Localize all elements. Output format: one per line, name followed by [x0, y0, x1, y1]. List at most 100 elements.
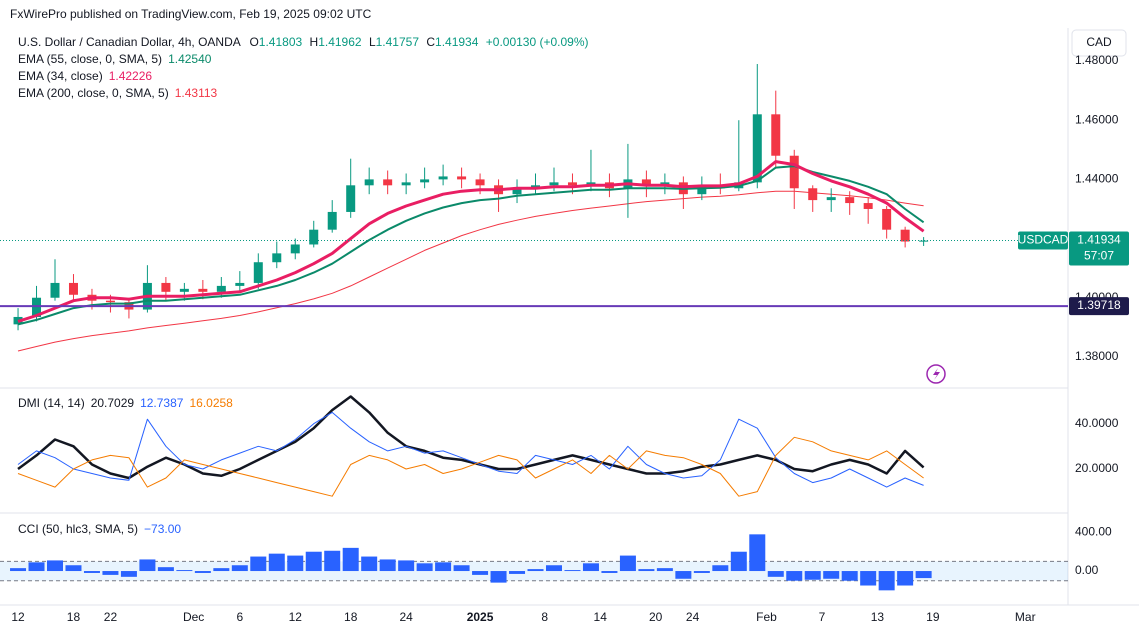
candle-body: [32, 297, 42, 317]
candle-body: [364, 179, 374, 186]
x-tick-label: 19: [926, 610, 940, 624]
level-label: 1.39718: [1077, 298, 1121, 312]
ema-name: EMA (200, close, 0, SMA, 5): [18, 86, 169, 100]
ohlc-key: H: [310, 35, 319, 49]
x-tick-label: 7: [819, 610, 826, 624]
cci-bar: [398, 560, 415, 572]
cci-bar: [656, 568, 673, 572]
cci-bar: [786, 571, 803, 581]
last-price-label: 1.41934: [1077, 233, 1121, 247]
candle-body: [179, 288, 189, 292]
candle-body: [253, 262, 263, 283]
currency-button-label[interactable]: CAD: [1086, 35, 1112, 49]
indicator-value: −73.00: [144, 522, 181, 536]
cci-bar: [342, 547, 359, 572]
ohlc-value: 1.41757: [376, 35, 420, 49]
cci-bar: [47, 560, 64, 572]
symbol-label: USDCAD: [1018, 233, 1069, 247]
cci-bar: [213, 568, 230, 572]
line: [17, 160, 925, 323]
candle-body: [641, 179, 651, 186]
y-tick-label: 0.00: [1075, 563, 1099, 577]
y-tick-label: 1.46000: [1075, 112, 1119, 126]
cci-bar: [804, 571, 821, 580]
ema-value: 1.42226: [109, 69, 153, 83]
cci-bar: [693, 571, 710, 573]
ohlc-key: C: [426, 35, 435, 49]
indicator-title: CCI (50, hlc3, SMA, 5): [18, 522, 138, 536]
candle-body: [549, 182, 559, 186]
candle-body: [105, 300, 115, 303]
ema-value: 1.42540: [168, 52, 212, 66]
cci-bar: [435, 562, 452, 572]
panel: [0, 534, 1068, 591]
cci-bar: [472, 571, 489, 575]
cci-bar: [730, 551, 747, 572]
candle-body: [235, 282, 245, 286]
indicator-title: DMI (14, 14): [18, 396, 85, 410]
x-tick-label: Feb: [756, 610, 777, 624]
y-tick-label: 1.48000: [1075, 53, 1119, 67]
cci-bar: [675, 571, 692, 579]
cci-bar: [139, 559, 156, 572]
cci-bar: [638, 569, 655, 572]
candle-body: [863, 203, 873, 209]
y-tick-label: 1.44000: [1075, 172, 1119, 186]
cci-bar: [416, 563, 433, 572]
ohlc-value: 1.41934: [435, 35, 479, 49]
candle-body: [567, 182, 577, 186]
candle-body: [882, 208, 892, 230]
x-tick-label: 8: [541, 610, 548, 624]
countdown-label: 57:07: [1084, 249, 1114, 263]
x-tick-label: 12: [11, 610, 25, 624]
candle-body: [438, 176, 448, 180]
candle-body: [826, 197, 836, 201]
cci-bar: [194, 571, 211, 573]
last-price-box: [1069, 231, 1129, 266]
line: [17, 436, 924, 497]
candle-body: [420, 179, 430, 183]
cci-bar: [287, 555, 304, 572]
candle-body: [512, 188, 522, 195]
cci-bar: [490, 571, 507, 583]
candle-body: [346, 185, 356, 212]
candle-body: [752, 114, 762, 183]
ema-name: EMA (34, close): [18, 69, 103, 83]
ohlc-value: 1.41803: [259, 35, 303, 49]
candle-body: [198, 288, 208, 292]
candle-body: [272, 253, 282, 263]
ohlc-value: 1.41962: [318, 35, 362, 49]
x-tick-label: 14: [594, 610, 608, 624]
cci-bar: [379, 559, 396, 572]
ema-legend: EMA (200, close, 0, SMA, 5) 1.43113: [18, 86, 218, 100]
ema-value: 1.43113: [175, 86, 218, 100]
candle-body: [771, 114, 781, 156]
x-tick-label: 13: [871, 610, 885, 624]
candle-body: [161, 282, 171, 292]
ohlc-key: L: [369, 35, 376, 49]
candle-body: [845, 197, 855, 204]
cci-bar: [65, 565, 82, 572]
cci-bar: [619, 555, 636, 572]
cci-bar: [841, 571, 858, 581]
currency-button[interactable]: [1071, 29, 1127, 57]
x-tick-label: 24: [399, 610, 413, 624]
cci-bar: [712, 565, 729, 572]
publisher: FxWirePro published on TradingView.com, …: [10, 7, 372, 21]
change: +0.00130 (+0.09%): [486, 35, 589, 49]
candle-body: [900, 229, 910, 242]
candle-body: [383, 179, 393, 186]
cci-bar: [878, 571, 895, 591]
candle-body: [697, 185, 707, 195]
cci-bar: [453, 565, 470, 572]
cci-bar: [564, 570, 581, 572]
cci-bar: [860, 571, 877, 586]
cci-bar: [767, 571, 784, 577]
y-tick-label: 400.00: [1075, 525, 1112, 539]
ema-legend: EMA (55, close, 0, SMA, 5) 1.42540: [18, 52, 212, 66]
indicator-legend: CCI (50, hlc3, SMA, 5) −73.00: [18, 522, 181, 536]
ema-name: EMA (55, close, 0, SMA, 5): [18, 52, 162, 66]
candle-body: [919, 240, 929, 242]
cci-bar: [582, 563, 599, 572]
